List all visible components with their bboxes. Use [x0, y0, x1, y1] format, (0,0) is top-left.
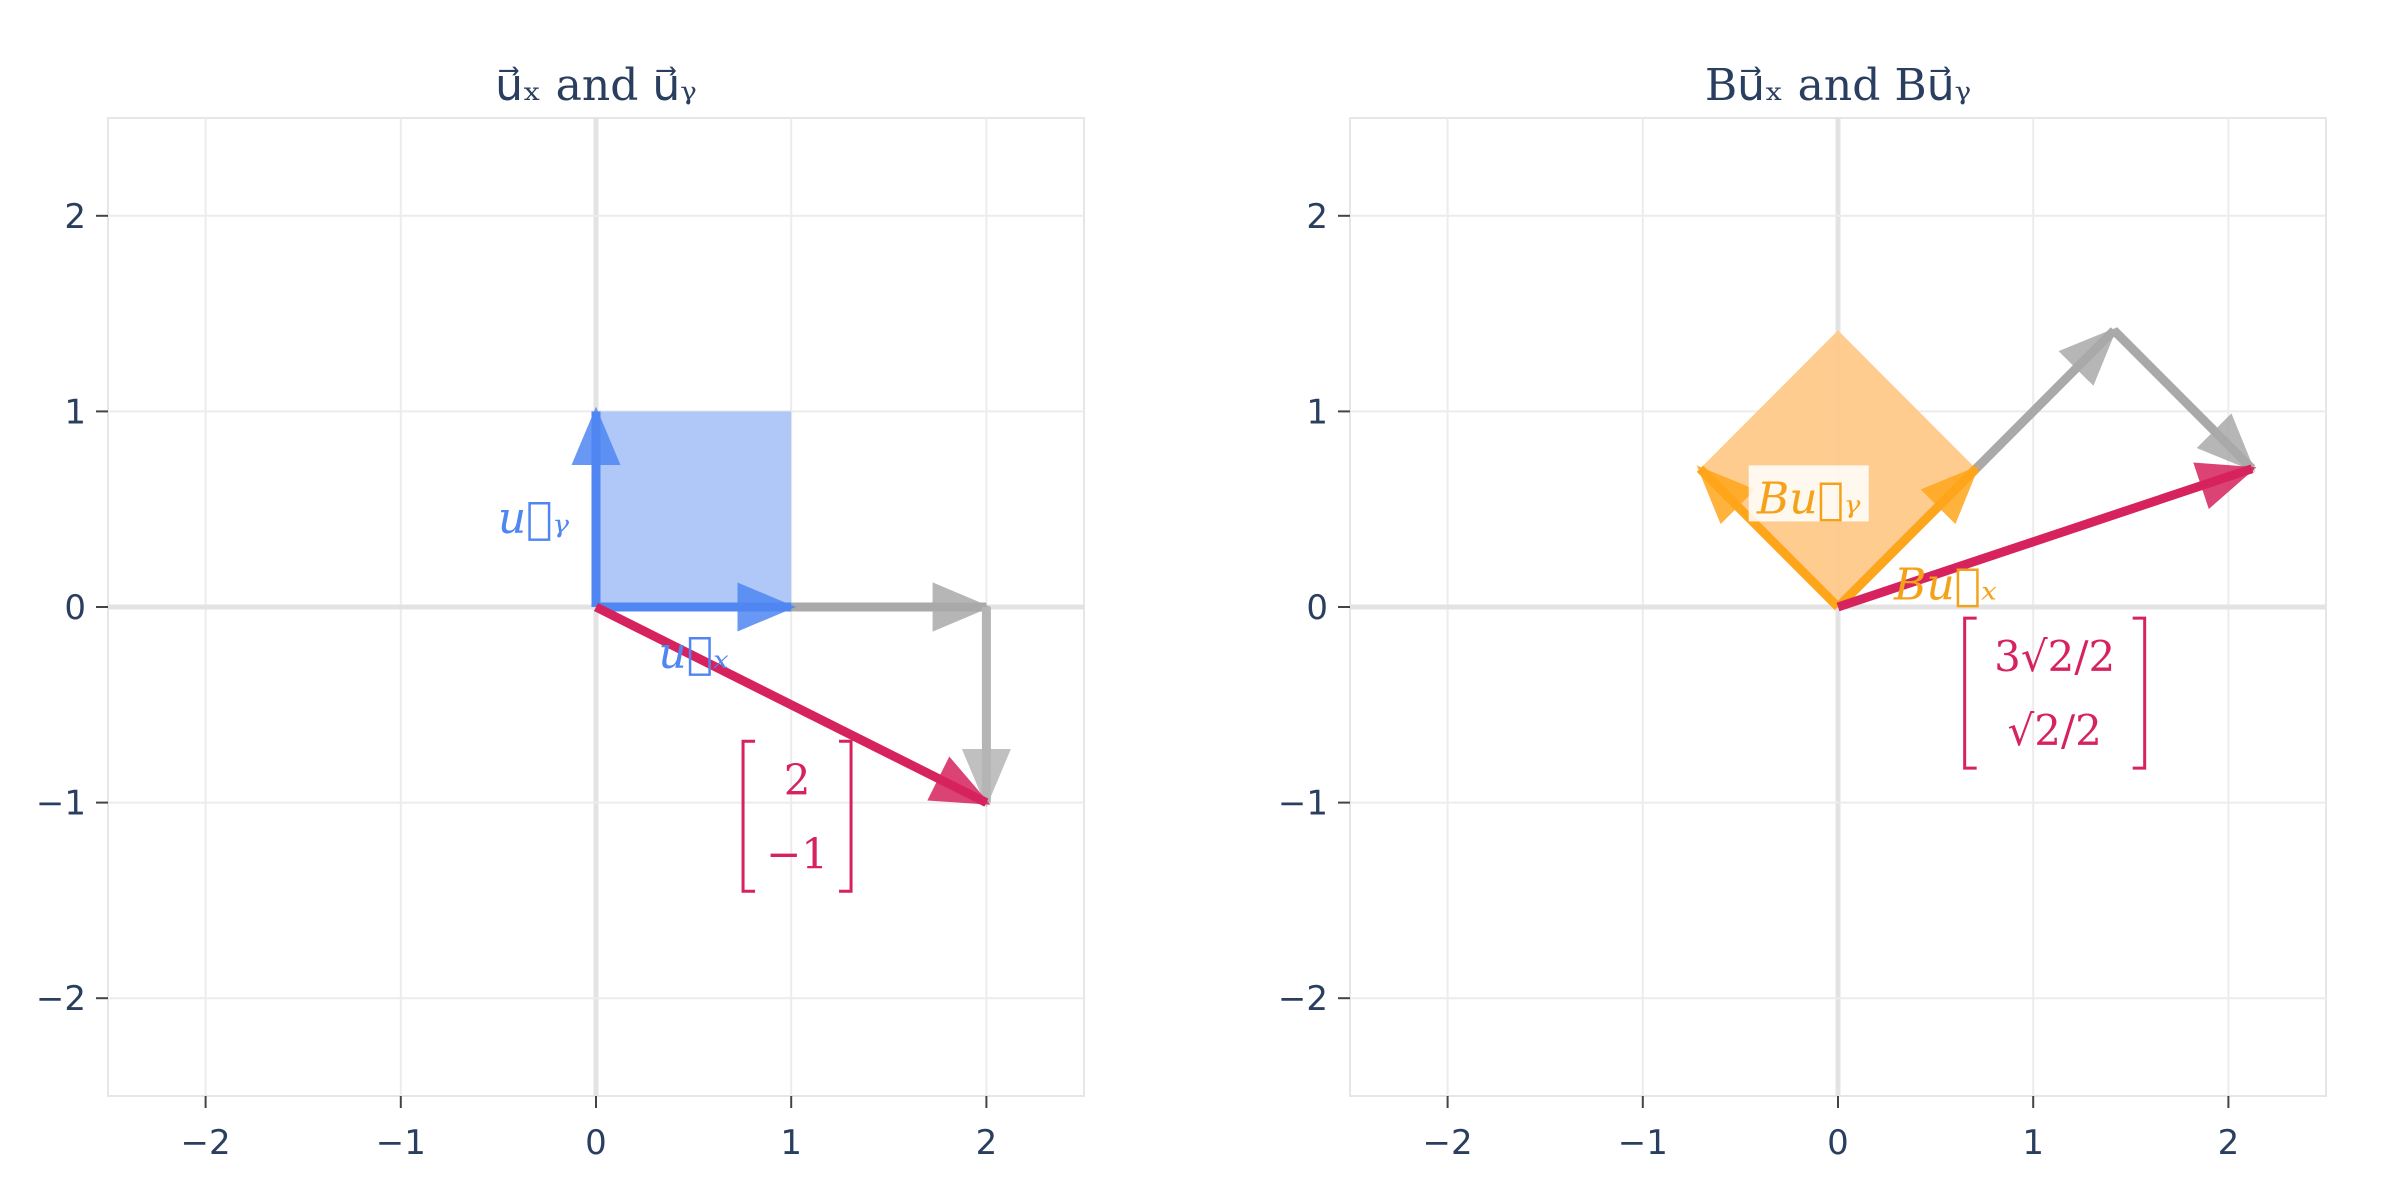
- matrix-entry: √2/2: [2007, 706, 2101, 755]
- vector-label: Bu⃗ᵧ: [1756, 473, 1861, 524]
- y-tick-label: 2: [1306, 197, 1328, 237]
- vector-arrow: [1836, 462, 2257, 612]
- vector-label: Bu⃗ₓ: [1893, 559, 1997, 610]
- x-tick-label: −2: [181, 1123, 231, 1163]
- matrix-entry: 3√2/2: [1994, 632, 2115, 681]
- matrix-entry: 2: [784, 755, 811, 804]
- y-tick-label: −2: [1278, 979, 1328, 1019]
- matrix-entry: −1: [766, 829, 828, 878]
- vector-label: u⃗ₓ: [658, 628, 729, 679]
- vector-label: u⃗ᵧ: [498, 493, 570, 544]
- vector-arrow: [593, 602, 991, 807]
- chart-title: Bu⃗ₓ and Bu⃗ᵧ: [1705, 60, 1971, 111]
- x-tick-label: 1: [2022, 1123, 2044, 1163]
- x-tick-label: −2: [1423, 1123, 1473, 1163]
- x-tick-label: −1: [376, 1123, 426, 1163]
- y-tick-label: 1: [1306, 392, 1328, 432]
- x-tick-label: −1: [1618, 1123, 1668, 1163]
- vector-arrow: [2110, 327, 2256, 473]
- shaded-region: [596, 411, 792, 607]
- y-tick-label: 0: [64, 588, 86, 628]
- chart-title: u⃗ₓ and u⃗ᵧ: [495, 60, 697, 111]
- x-tick-label: 2: [2218, 1123, 2240, 1163]
- y-tick-label: −2: [36, 979, 86, 1019]
- annotation-background: [1748, 465, 1869, 522]
- y-tick-label: −1: [1278, 784, 1328, 824]
- x-tick-label: 2: [976, 1123, 998, 1163]
- x-tick-label: 0: [585, 1123, 607, 1163]
- y-tick-label: 0: [1306, 588, 1328, 628]
- x-tick-label: 1: [780, 1123, 802, 1163]
- matrix-right-bracket: [839, 739, 853, 893]
- y-tick-label: 1: [64, 392, 86, 432]
- matrix-right-bracket: [2132, 616, 2147, 770]
- result-matrix: 3√2/2 √2/2: [1963, 616, 2147, 770]
- y-tick-label: −1: [36, 784, 86, 824]
- matrix-left-bracket: [1963, 616, 1977, 770]
- y-tick-label: 2: [64, 197, 86, 237]
- vector-arrow: [1834, 465, 1980, 611]
- vector-arrow: [1696, 465, 1842, 611]
- matrix-left-bracket: [741, 739, 756, 893]
- x-tick-label: 0: [1827, 1123, 1849, 1163]
- result-matrix: 2 −1: [741, 739, 853, 893]
- right-panel: −2 −1 0 1 2 −2 −1 0 1 2 Bu⃗ₓ and Bu⃗ᵧ Bu⃗ᵧ Bu⃗ₓ 3√2/2…: [1278, 60, 2327, 1163]
- left-panel: −2 −1 0 1 2 −2 −1 0 1 2 u⃗ₓ and u⃗ᵧ u⃗ᵧ u⃗ₓ 2 −1: [36, 60, 1085, 1163]
